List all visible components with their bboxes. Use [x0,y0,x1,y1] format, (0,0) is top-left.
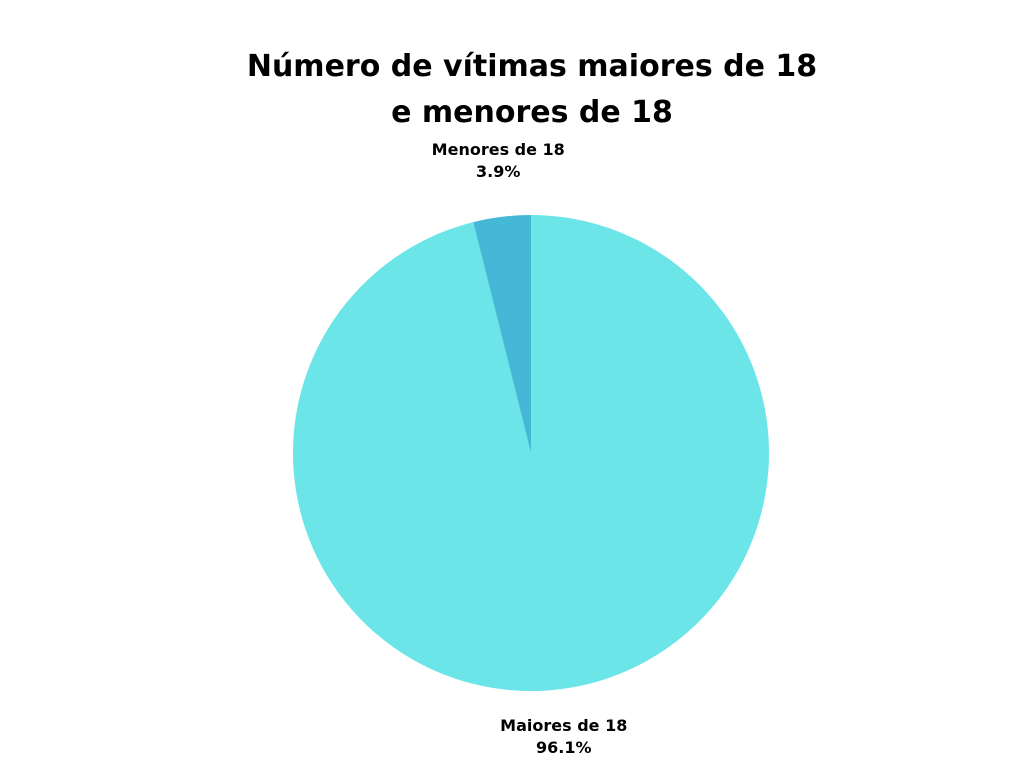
slice-value-maiores-de-18: 96.1% [536,738,592,757]
slice-value-menores-de-18: 3.9% [476,162,520,181]
pie-slice-menores-de-18 [473,215,531,453]
slice-label-maiores-de-18: Maiores de 18 [500,716,627,735]
slice-label-menores-de-18: Menores de 18 [432,140,565,159]
pie-slices [292,215,769,691]
chart-title-line-1: Número de vítimas maiores de 18 [246,49,818,84]
pie-labels: Maiores de 18 96.1% Menores de 18 3.9% [432,140,628,757]
chart-title: Número de vítimas maiores de 18 e menore… [232,44,832,136]
chart-title-line-2: e menores de 18 [391,95,673,130]
